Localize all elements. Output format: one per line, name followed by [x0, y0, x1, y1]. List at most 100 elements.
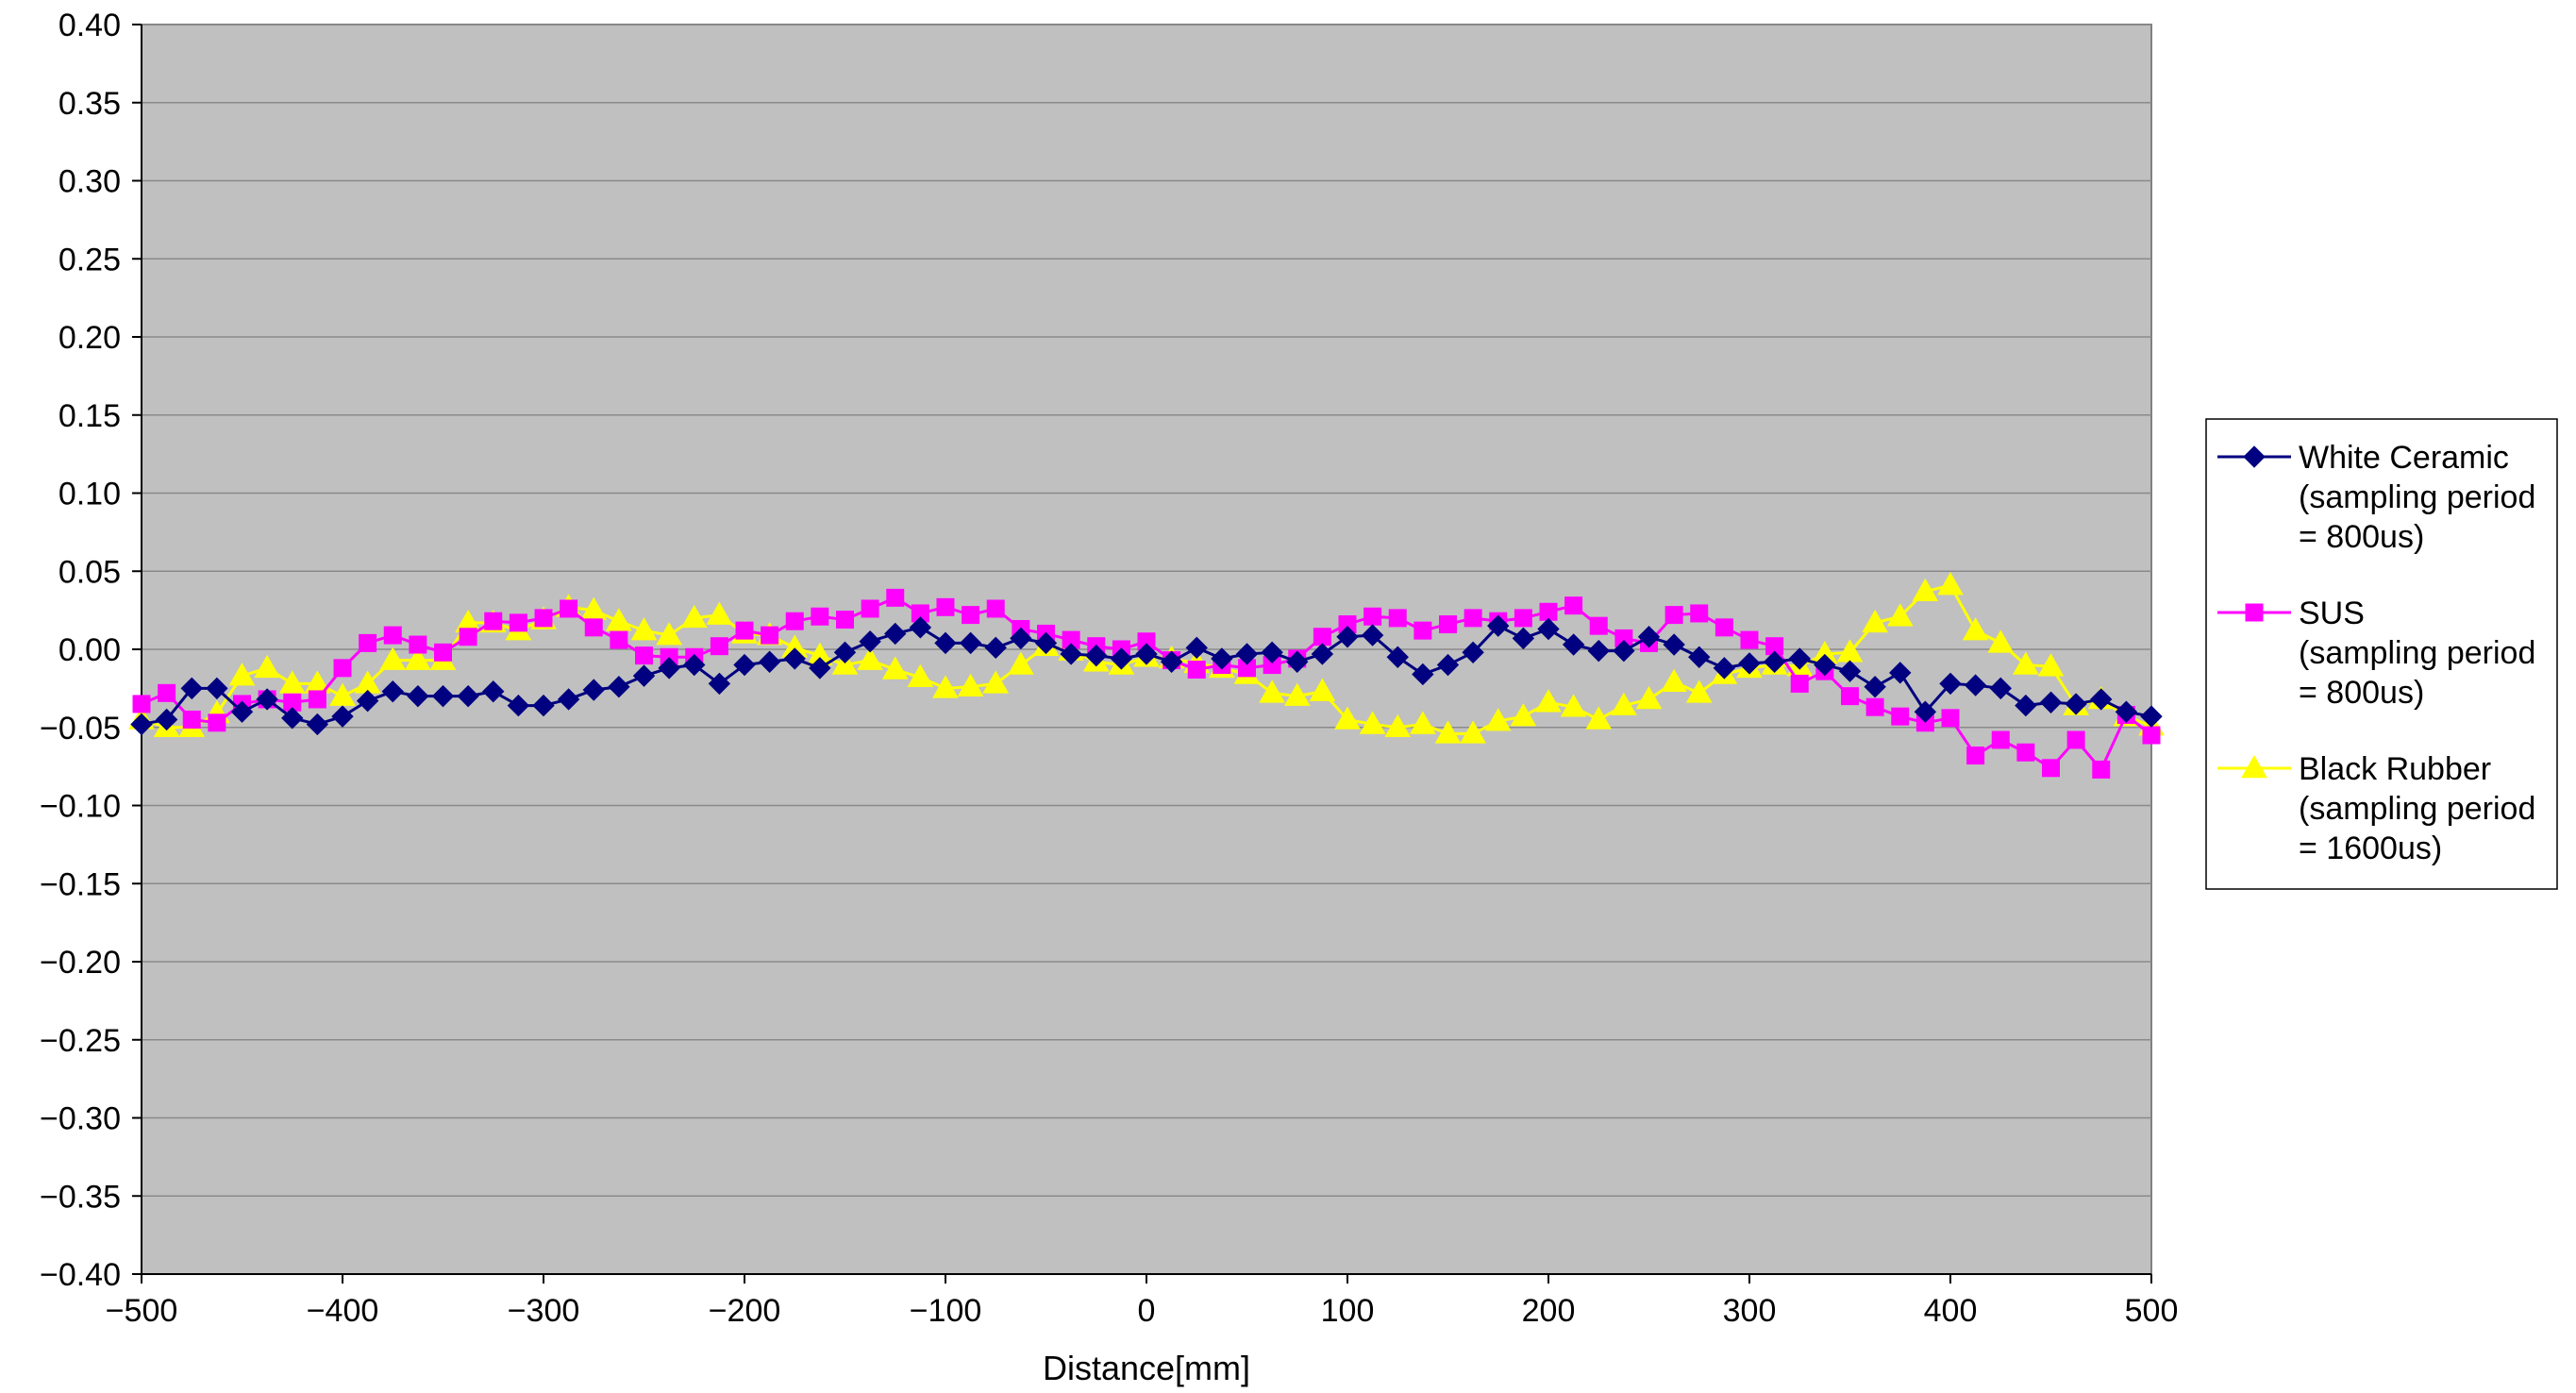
data-point-s0-7 — [306, 713, 329, 736]
data-point-s1-42 — [1187, 661, 1206, 680]
legend-label-0-2: = 800us) — [2299, 519, 2424, 555]
data-point-s0-51 — [1412, 663, 1434, 686]
data-point-s1-18 — [584, 618, 603, 637]
data-point-s2-54 — [1484, 708, 1512, 731]
data-point-s1-62 — [1690, 604, 1709, 623]
data-point-s0-21 — [658, 657, 680, 680]
data-point-s1-0 — [132, 695, 151, 713]
data-point-s1-26 — [785, 612, 804, 630]
legend-marker-1 — [2245, 603, 2264, 622]
data-point-s0-74 — [1989, 677, 2012, 700]
data-point-s1-53 — [1464, 609, 1482, 628]
data-point-s1-23 — [710, 637, 728, 656]
y-tick-label-8: 0.00 — [59, 632, 121, 668]
x-tick-label-2: −300 — [508, 1293, 580, 1329]
data-point-s0-72 — [1939, 672, 1962, 696]
data-point-s2-46 — [1283, 682, 1311, 706]
y-tick-label-6: 0.10 — [59, 477, 121, 512]
data-point-s2-73 — [1962, 617, 1989, 641]
x-tick-label-4: −100 — [910, 1293, 982, 1329]
y-tick-label-11: −0.15 — [40, 866, 121, 902]
data-point-s1-27 — [811, 607, 829, 626]
x-axis-title: Distance[mm] — [1043, 1349, 1250, 1387]
data-point-s0-49 — [1361, 624, 1384, 646]
series-0 — [130, 614, 2163, 736]
data-point-s0-31 — [909, 616, 932, 639]
data-point-s0-61 — [1663, 633, 1685, 656]
data-point-s0-11 — [407, 684, 429, 708]
data-point-s0-66 — [1788, 647, 1811, 670]
data-point-s1-64 — [1740, 630, 1759, 649]
data-point-s2-8 — [329, 682, 356, 706]
data-point-s1-49 — [1363, 607, 1382, 626]
data-point-s0-17 — [557, 688, 580, 711]
data-point-s2-29 — [857, 646, 883, 670]
y-tick-label-10: −0.10 — [40, 789, 121, 825]
data-point-s2-58 — [1585, 706, 1613, 730]
data-point-s0-26 — [783, 647, 806, 670]
data-point-s2-22 — [680, 604, 708, 629]
data-point-s1-15 — [509, 613, 527, 632]
x-tick-label-6: 100 — [1321, 1293, 1375, 1329]
data-point-s0-27 — [809, 657, 831, 680]
data-point-s0-64 — [1738, 652, 1761, 675]
data-point-s1-13 — [459, 628, 477, 646]
data-point-s0-12 — [431, 684, 455, 708]
x-tick-label-0: −500 — [106, 1293, 178, 1329]
data-point-s2-57 — [1560, 694, 1587, 717]
data-point-s2-33 — [957, 673, 984, 696]
x-tick-label-10: 500 — [2125, 1293, 2179, 1329]
data-point-s1-11 — [409, 635, 427, 654]
data-point-s0-56 — [1537, 617, 1560, 641]
legend-label-2-1: (sampling period — [2299, 791, 2535, 827]
data-point-s0-33 — [959, 631, 982, 655]
data-point-s2-6 — [278, 670, 306, 694]
data-point-s1-73 — [1966, 747, 1985, 765]
data-point-s0-46 — [1286, 650, 1309, 673]
data-point-s1-76 — [2042, 759, 2060, 778]
data-point-s0-43 — [1211, 647, 1233, 670]
data-point-s2-45 — [1259, 680, 1285, 703]
data-point-s0-63 — [1713, 657, 1736, 680]
data-point-s2-20 — [630, 617, 658, 641]
data-point-s0-55 — [1512, 627, 1535, 650]
legend-label-2-2: = 1600us) — [2299, 831, 2442, 866]
data-point-s0-68 — [1838, 660, 1862, 682]
data-point-s1-55 — [1514, 609, 1532, 628]
tick-labels: 0.40 0.35 0.30 0.25 0.20 0.15 0.10 0.05 0.00 −0.0… — [40, 8, 2178, 1329]
data-point-s1-75 — [2016, 743, 2035, 762]
data-point-s0-73 — [1964, 674, 1987, 696]
legend-label-0-0: White Ceramic — [2299, 440, 2509, 476]
data-point-s2-62 — [1685, 680, 1713, 703]
data-point-s1-19 — [610, 630, 628, 649]
legend-entry-0: White Ceramic(sampling period = 800us) — [2217, 440, 2535, 555]
data-point-s0-45 — [1261, 641, 1283, 664]
data-point-s0-50 — [1386, 646, 1409, 668]
legend-box — [2205, 418, 2558, 890]
data-point-s0-8 — [331, 705, 354, 728]
data-point-s0-10 — [381, 680, 404, 703]
data-point-s1-24 — [735, 621, 754, 640]
data-point-s0-75 — [2015, 694, 2037, 717]
x-tick-label-7: 200 — [1522, 1293, 1576, 1329]
data-point-s1-9 — [359, 633, 377, 652]
data-point-s1-20 — [635, 646, 653, 665]
data-point-s1-29 — [861, 599, 879, 618]
data-point-s2-31 — [907, 663, 934, 688]
data-point-s0-6 — [281, 707, 304, 730]
data-point-s1-68 — [1841, 687, 1859, 706]
data-point-s0-9 — [356, 689, 379, 713]
data-point-s2-71 — [1912, 578, 1939, 602]
data-point-s1-50 — [1388, 609, 1407, 628]
data-point-s1-78 — [2092, 760, 2111, 779]
data-point-s0-69 — [1864, 676, 1886, 698]
data-point-s0-28 — [833, 641, 857, 664]
data-point-s0-25 — [758, 650, 781, 673]
data-point-s2-10 — [379, 646, 407, 670]
y-tick-label-14: −0.30 — [40, 1101, 121, 1137]
data-point-s1-30 — [886, 588, 905, 607]
data-point-s2-4 — [228, 663, 256, 686]
data-point-s2-49 — [1359, 711, 1386, 734]
grid-lines — [142, 24, 2151, 1275]
